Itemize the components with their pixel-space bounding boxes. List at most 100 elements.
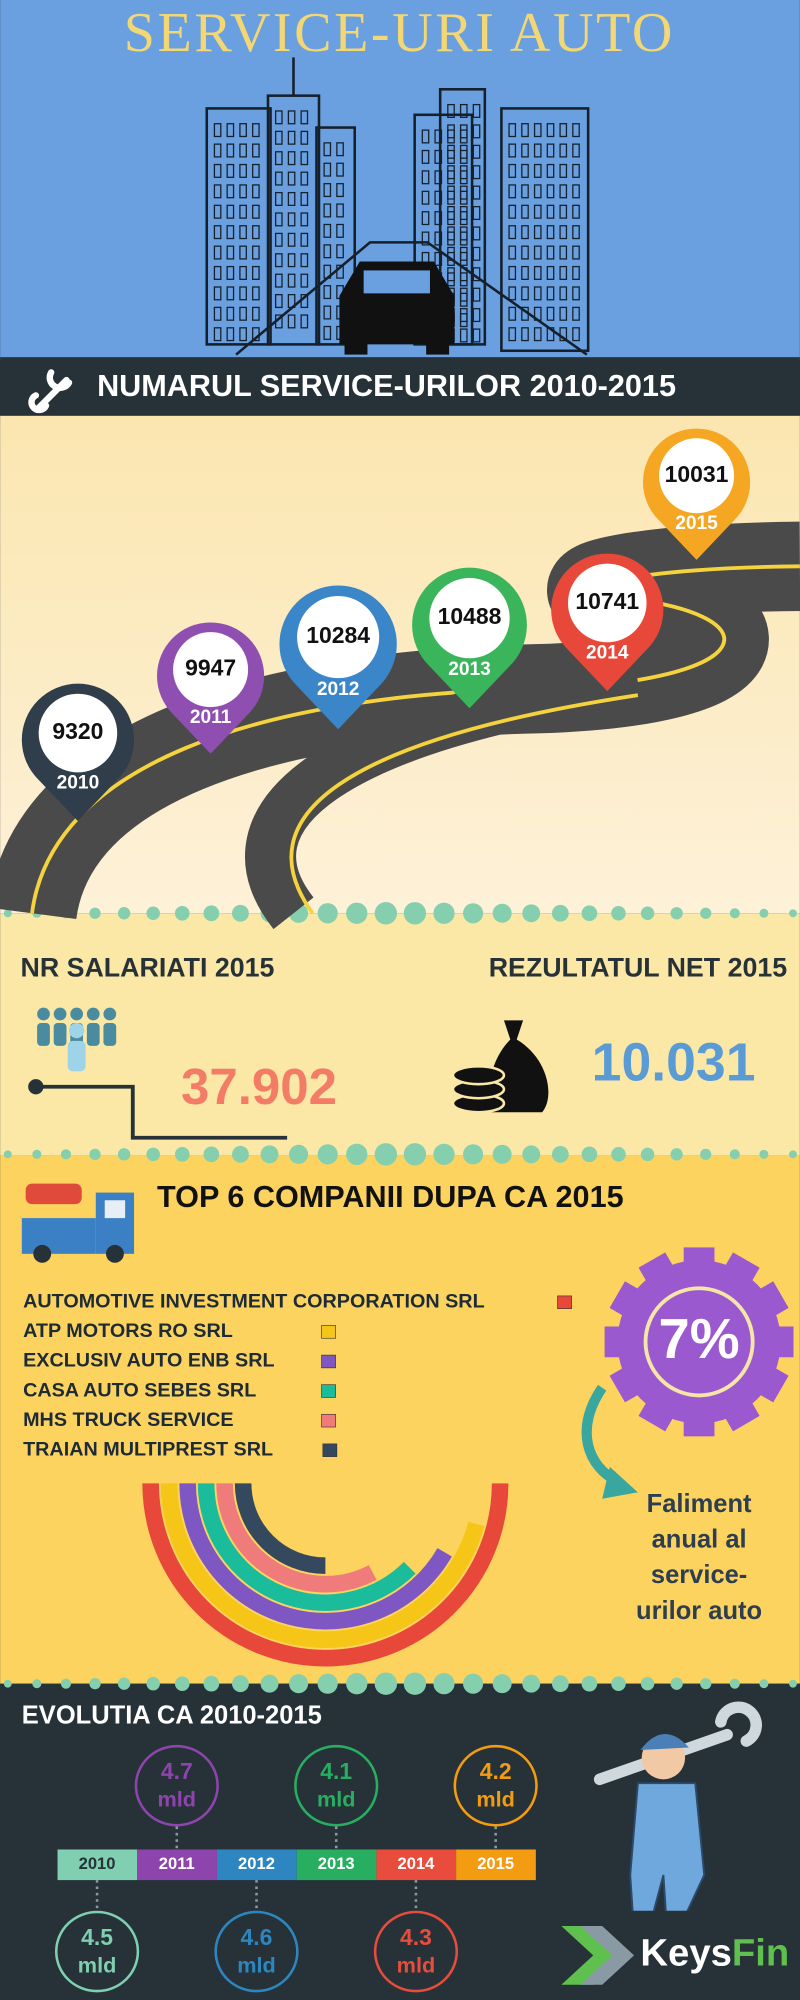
window xyxy=(421,129,430,144)
window xyxy=(521,225,529,240)
window xyxy=(572,143,580,158)
pin-inner xyxy=(659,438,735,514)
window xyxy=(421,149,430,164)
pin-year: 2011 xyxy=(190,707,232,728)
window xyxy=(336,162,344,177)
mechanic-body xyxy=(629,1782,706,1915)
window xyxy=(521,163,529,178)
truck-window xyxy=(104,1200,126,1219)
divider-dot xyxy=(146,1147,160,1162)
window xyxy=(239,123,247,138)
window xyxy=(447,165,455,180)
caption-line: service- xyxy=(651,1561,747,1589)
window xyxy=(521,245,529,260)
window xyxy=(275,191,283,206)
window xyxy=(275,273,283,288)
window xyxy=(287,253,296,268)
window xyxy=(447,226,455,241)
divider-dot xyxy=(32,1679,42,1689)
window xyxy=(559,163,568,178)
timeline-segment xyxy=(296,1849,377,1881)
window xyxy=(459,165,468,180)
window xyxy=(459,287,468,302)
window xyxy=(239,265,247,280)
window xyxy=(447,267,455,282)
stat-value: 10.031 xyxy=(592,1033,756,1092)
divider-dot xyxy=(203,1675,220,1692)
window xyxy=(447,144,455,159)
caption-line: urilor auto xyxy=(636,1597,762,1625)
window xyxy=(459,144,468,159)
window xyxy=(546,143,555,158)
arrow-head xyxy=(602,1466,638,1499)
divider-dot xyxy=(463,903,484,924)
divider-dot xyxy=(3,1150,12,1159)
divider-dot xyxy=(346,1143,368,1165)
window xyxy=(226,123,235,138)
window xyxy=(447,124,455,139)
company-name: EXCLUSIV AUTO ENB SRL xyxy=(23,1350,274,1372)
window xyxy=(472,144,481,159)
person-body xyxy=(67,1040,86,1072)
divider-dot xyxy=(146,906,160,921)
divider-dot xyxy=(232,904,249,922)
divider-dot xyxy=(433,902,455,924)
truck-body xyxy=(21,1218,96,1254)
window xyxy=(275,232,283,247)
truck-wheel xyxy=(33,1244,52,1263)
divider-dot xyxy=(700,1148,712,1160)
divider-dot xyxy=(346,902,368,924)
window xyxy=(546,163,555,178)
divider-dot xyxy=(289,1674,309,1694)
timeline-segment xyxy=(376,1849,457,1881)
pin-year: 2015 xyxy=(675,513,718,534)
window xyxy=(226,184,235,199)
window xyxy=(572,286,580,301)
window xyxy=(323,183,332,198)
divider-dot xyxy=(232,1675,249,1693)
building xyxy=(205,107,272,346)
person-head xyxy=(37,1007,50,1021)
divider-dot xyxy=(433,1143,455,1165)
value-bubble xyxy=(373,1910,459,1993)
divider-dot xyxy=(317,903,338,924)
window xyxy=(239,204,247,219)
divider-dot xyxy=(203,905,220,922)
window xyxy=(226,327,235,342)
building xyxy=(500,107,590,353)
window xyxy=(459,308,468,323)
window xyxy=(275,212,283,227)
timeline-year: 2012 xyxy=(238,1854,275,1873)
wrench-icon xyxy=(28,369,73,414)
value-bubble xyxy=(294,1744,379,1827)
window xyxy=(213,286,222,301)
mechanic-shoe xyxy=(625,1910,656,1921)
window xyxy=(239,327,247,342)
timeline-segment xyxy=(456,1849,536,1881)
divider-dot xyxy=(117,907,131,920)
divider-dot xyxy=(203,1146,220,1163)
window xyxy=(508,204,517,219)
mechanic-shoe xyxy=(663,1910,695,1921)
window xyxy=(533,123,542,138)
window xyxy=(447,103,455,118)
timeline-segment xyxy=(57,1849,138,1881)
window xyxy=(213,204,222,219)
timeline-year: 2010 xyxy=(79,1854,116,1873)
window xyxy=(546,265,555,280)
window xyxy=(300,191,309,206)
connector xyxy=(35,1084,288,1140)
value-number: 4.6 xyxy=(241,1924,273,1950)
divider-dot xyxy=(260,1674,279,1693)
window xyxy=(275,151,283,166)
window xyxy=(533,225,542,240)
arc xyxy=(179,1483,452,1630)
divider-dot xyxy=(289,1144,309,1164)
window xyxy=(239,163,247,178)
pin-year: 2014 xyxy=(586,643,629,664)
window xyxy=(559,245,568,260)
window xyxy=(572,123,580,138)
window xyxy=(472,205,481,221)
building xyxy=(315,126,356,346)
